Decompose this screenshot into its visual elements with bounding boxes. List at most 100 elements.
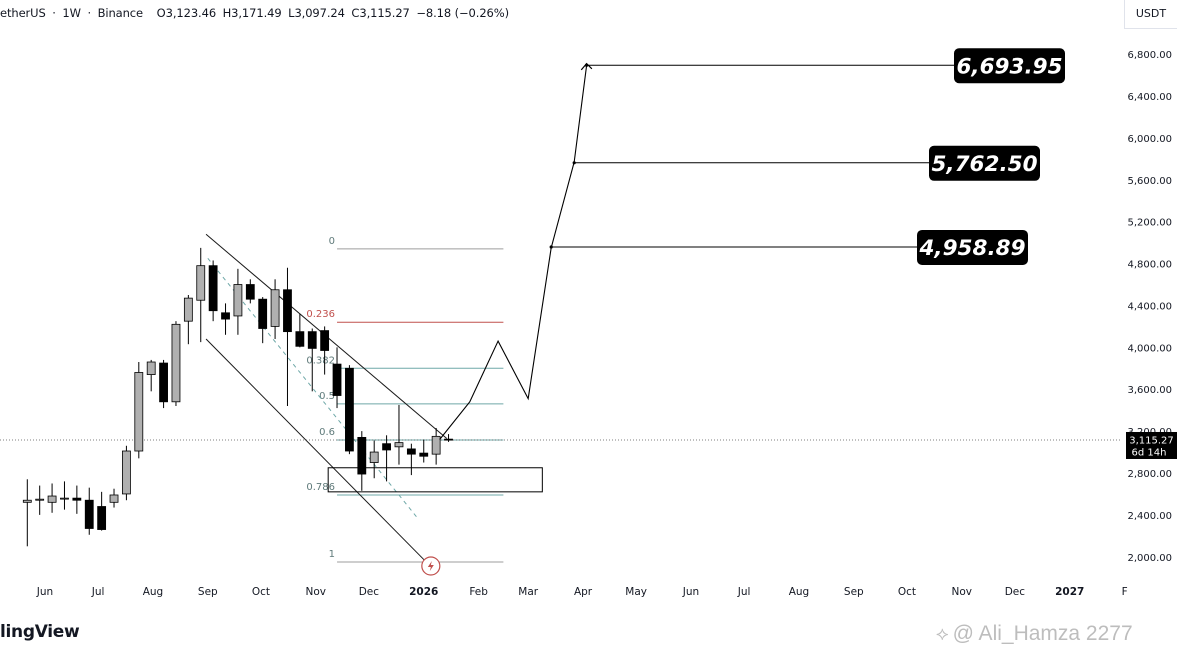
- x-tick-label: Apr: [574, 586, 593, 598]
- fib-level-label: 0.5: [319, 391, 335, 402]
- candle-body: [369, 451, 379, 463]
- projection-arrowhead: [580, 62, 593, 71]
- candle-body: [332, 363, 342, 396]
- target-label: 5,762.50: [931, 152, 1037, 177]
- demand-zone-box: [327, 467, 543, 493]
- target-label-box: [929, 145, 1040, 181]
- y-tick-label: 4,400.00: [1127, 301, 1172, 312]
- x-tick-label: F: [1122, 586, 1128, 598]
- header-sep: ·: [87, 6, 92, 20]
- fib-level-label: 0.6: [319, 427, 335, 438]
- chart-header: etherUS · 1W · Binance O3,123.46 H3,171.…: [0, 6, 512, 20]
- candle-body: [283, 289, 292, 333]
- y-tick-label: 5,200.00: [1127, 218, 1172, 229]
- candle-body: [233, 284, 243, 317]
- candle-body: [406, 448, 416, 455]
- y-tick-label: 2,800.00: [1127, 469, 1172, 480]
- x-tick-label: Oct: [252, 586, 270, 598]
- change-value: −8.18 (−0.26%): [416, 6, 509, 20]
- x-tick-label: Sep: [198, 586, 218, 598]
- x-tick-label: Jun: [682, 586, 699, 598]
- target-label-box: [917, 229, 1028, 265]
- channel-lower-line: [205, 338, 428, 564]
- candle-body: [221, 312, 230, 320]
- x-tick-label: Oct: [898, 586, 916, 598]
- x-tick-label: Jun: [36, 586, 53, 598]
- x-tick-label: Nov: [306, 586, 327, 598]
- projection-path: [439, 65, 588, 440]
- x-tick-label: Sep: [844, 586, 864, 598]
- x-tick-label: May: [625, 586, 647, 598]
- x-tick-label: Aug: [789, 586, 810, 598]
- candle-body: [72, 497, 82, 501]
- low-value: L3,097.24: [288, 6, 345, 20]
- interval-label[interactable]: 1W: [62, 6, 81, 20]
- candle-body: [35, 498, 45, 501]
- candle-body: [444, 438, 453, 441]
- candle-body: [208, 265, 218, 312]
- x-tick-label: 2027: [1055, 586, 1084, 598]
- close-value: C3,115.27: [351, 6, 410, 20]
- candle-body: [295, 331, 305, 347]
- x-tick-label: Nov: [952, 586, 973, 598]
- candle-body: [122, 450, 131, 495]
- x-tick-label: Jul: [737, 586, 751, 598]
- candle-body: [159, 362, 168, 403]
- candle-body: [134, 372, 144, 452]
- x-tick-label: 2026: [409, 586, 438, 598]
- fib-level-label: 0: [329, 236, 335, 247]
- y-tick-label: 5,600.00: [1127, 176, 1172, 187]
- fib-level-label: 0.382: [306, 355, 335, 366]
- brand-logo: lingView: [0, 622, 80, 642]
- candle-body: [97, 506, 107, 530]
- fib-level-label: 1: [329, 549, 335, 560]
- candle-body: [320, 330, 330, 351]
- candle-body: [22, 499, 32, 503]
- x-tick-label: Aug: [143, 586, 164, 598]
- candle-body: [357, 436, 367, 475]
- open-value: O3,123.46: [156, 6, 217, 20]
- y-tick-label: 2,400.00: [1127, 511, 1172, 522]
- watermark: ⟡ @ Ali_Hamza 2277: [936, 622, 1133, 646]
- symbol-label[interactable]: etherUS: [0, 6, 46, 20]
- x-tick-label: Mar: [518, 586, 538, 598]
- target-label-box: [954, 48, 1065, 84]
- candle-body: [431, 435, 441, 455]
- candle-body: [345, 367, 354, 452]
- x-tick-label: Dec: [359, 586, 380, 598]
- candle-body: [394, 442, 404, 448]
- x-tick-label: Dec: [1005, 586, 1026, 598]
- header-sep: ·: [52, 6, 56, 20]
- candle-body: [146, 361, 156, 375]
- y-tick-label: 6,000.00: [1127, 134, 1172, 145]
- candle-body: [245, 284, 255, 300]
- last-price-tag: [1126, 431, 1177, 459]
- candle-body: [258, 298, 268, 329]
- candle-body: [382, 443, 391, 451]
- y-tick-label: 4,800.00: [1127, 260, 1172, 271]
- target-label: 4,958.89: [918, 236, 1025, 261]
- y-tick-label: 6,400.00: [1127, 92, 1172, 103]
- candle-body: [84, 499, 94, 529]
- fib-level-label: 0.236: [306, 309, 335, 320]
- candle-body: [183, 297, 193, 322]
- candle-body: [47, 495, 57, 503]
- y-tick-label: 6,800.00: [1127, 50, 1172, 61]
- exchange-label: Binance: [97, 6, 144, 20]
- candle-body: [419, 452, 429, 457]
- x-tick-label: Jul: [91, 586, 105, 598]
- y-tick-label: 2,000.00: [1127, 553, 1172, 564]
- candle-body: [60, 497, 69, 500]
- candle-body: [109, 494, 119, 503]
- x-tick-label: Feb: [469, 586, 488, 598]
- candle-body: [196, 265, 206, 301]
- target-label: 6,693.95: [956, 54, 1062, 79]
- candle-body: [171, 323, 181, 403]
- candle-body: [270, 289, 280, 327]
- fib-level-label: 0.786: [306, 482, 335, 493]
- binance-logo-icon: ⟡: [936, 624, 949, 645]
- lightning-icon: [427, 561, 434, 571]
- countdown-label: 6d 14h: [1132, 447, 1167, 458]
- currency-selector[interactable]: USDT: [1124, 0, 1177, 29]
